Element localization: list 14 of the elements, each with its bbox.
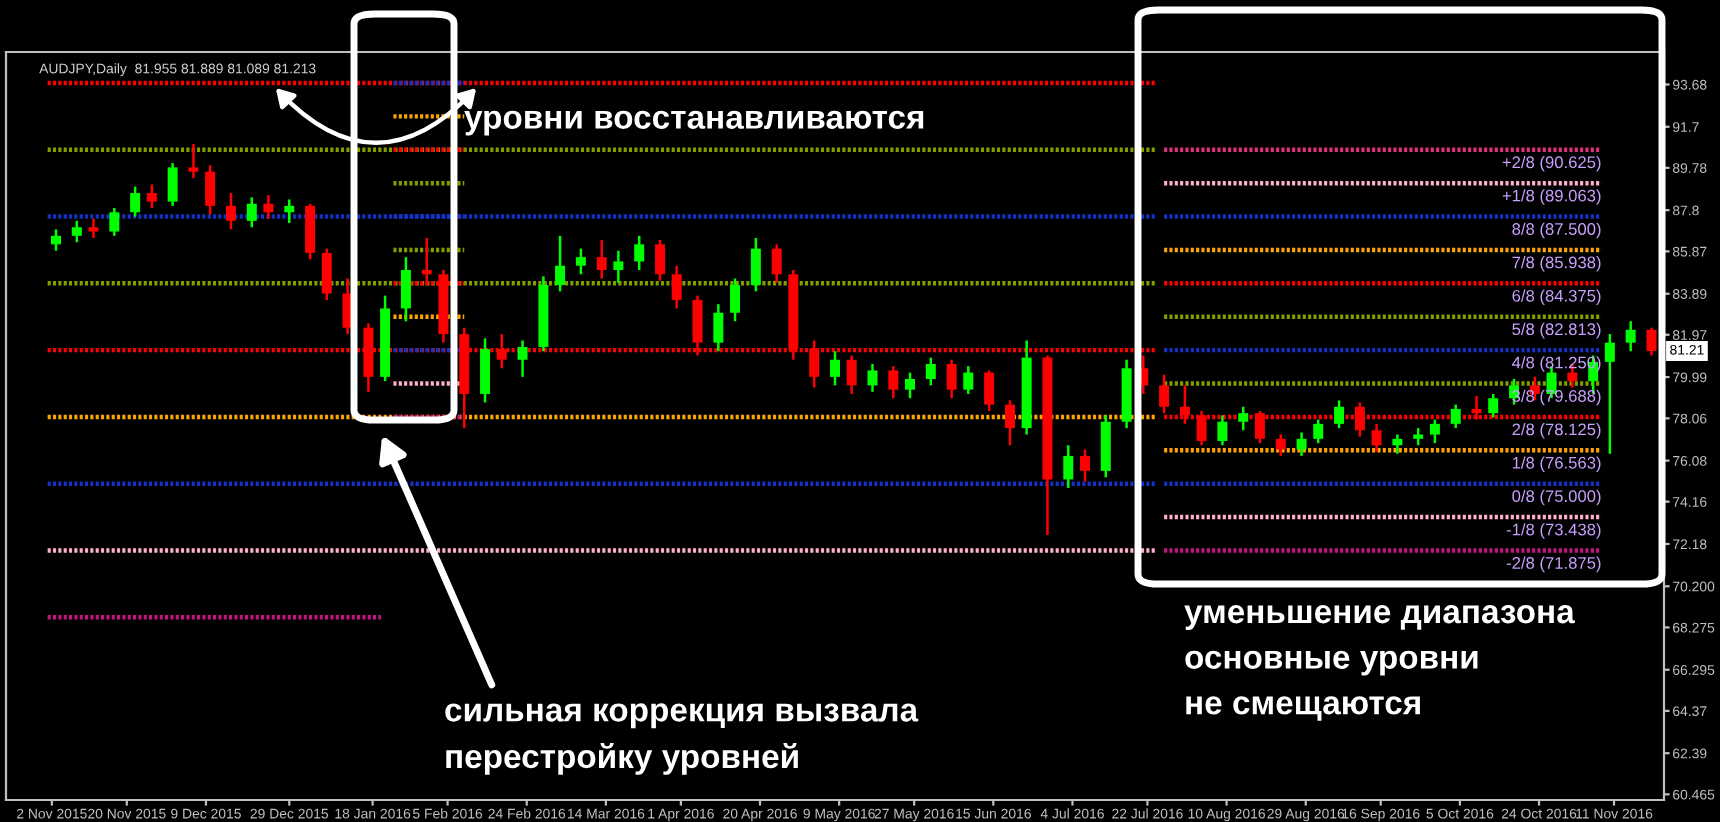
- annotation: уменьшение диапазона основные уровни не смещаются: [1184, 605, 1575, 721]
- annotation: -1/8 (73.438): [1506, 523, 1601, 539]
- annotation: сильная коррекция вызвала перестройку уровней: [445, 703, 919, 775]
- annotation: 7/8 (85.938): [1512, 256, 1601, 272]
- annotation: уровни восстанавливаются: [464, 110, 924, 136]
- annotation: +1/8 (89.063): [1502, 189, 1601, 205]
- annotation: +2/8 (90.625): [1502, 155, 1601, 172]
- annotation: 2/8 (78.125): [1512, 423, 1601, 439]
- annotation: 5/8 (82.813): [1512, 322, 1601, 339]
- annotation: 8/8 (87.500): [1512, 222, 1601, 239]
- annotation: 1/8 (76.563): [1512, 456, 1601, 472]
- annotation: -2/8 (71.875): [1506, 556, 1601, 573]
- annotation: 0/8 (75.000): [1512, 489, 1601, 506]
- annotation: 6/8 (84.375): [1512, 289, 1601, 305]
